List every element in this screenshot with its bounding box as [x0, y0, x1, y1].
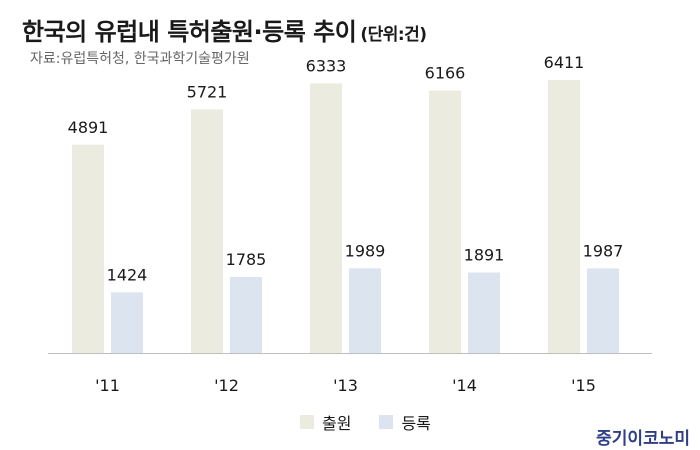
- bar-chart: 4891 1424 '11 5721 1785 '12 6333 1989 '13 6166 189…: [48, 53, 652, 395]
- data-label-registered-4: 1987: [583, 241, 624, 260]
- bar-filed-3: [429, 90, 461, 353]
- title-text: 한국의 유럽내 특허출원·등록 추이: [22, 18, 357, 46]
- source-note: 자료:유럽특허청, 한국과학기술평가원: [30, 51, 250, 67]
- bar-registered-4: [587, 268, 619, 353]
- brand-logo: 중기이코노미: [596, 429, 690, 449]
- data-label-filed-0: 4891: [68, 118, 109, 137]
- data-label-filed-2: 6333: [306, 56, 347, 75]
- bar-filed-2: [310, 83, 342, 353]
- legend-swatch-filed: [300, 415, 314, 429]
- legend-label-filed: 출원: [322, 414, 352, 433]
- x-tick-label-3: '14: [452, 376, 477, 395]
- x-tick-label-2: '13: [333, 376, 358, 395]
- data-label-registered-2: 1989: [345, 241, 386, 260]
- x-tick-label-1: '12: [214, 376, 239, 395]
- x-tick-label-0: '11: [95, 376, 120, 395]
- data-label-registered-0: 1424: [107, 265, 148, 284]
- bar-registered-3: [468, 272, 500, 353]
- legend: 출원 등록: [300, 410, 459, 434]
- data-label-filed-4: 6411: [544, 53, 585, 72]
- unit-label: (단위:건): [360, 25, 427, 45]
- x-tick-label-4: '15: [571, 376, 596, 395]
- bar-filed-4: [548, 80, 580, 353]
- legend-swatch-registered: [379, 415, 394, 429]
- legend-item-filed: 출원: [300, 410, 351, 434]
- bar-registered-2: [349, 268, 381, 353]
- data-label-filed-1: 5721: [187, 82, 228, 101]
- bar-filed-0: [72, 144, 104, 353]
- legend-label-registered: 등록: [401, 414, 431, 433]
- legend-item-registered: 등록: [379, 410, 431, 434]
- bar-registered-0: [111, 292, 143, 353]
- data-label-filed-3: 6166: [425, 64, 466, 83]
- bar-registered-1: [230, 277, 262, 353]
- bar-filed-1: [191, 109, 223, 354]
- data-label-registered-1: 1785: [226, 250, 267, 269]
- data-label-registered-3: 1891: [464, 245, 505, 264]
- chart-title: 한국의 유럽내 특허출원·등록 추이 (단위:건): [22, 12, 427, 47]
